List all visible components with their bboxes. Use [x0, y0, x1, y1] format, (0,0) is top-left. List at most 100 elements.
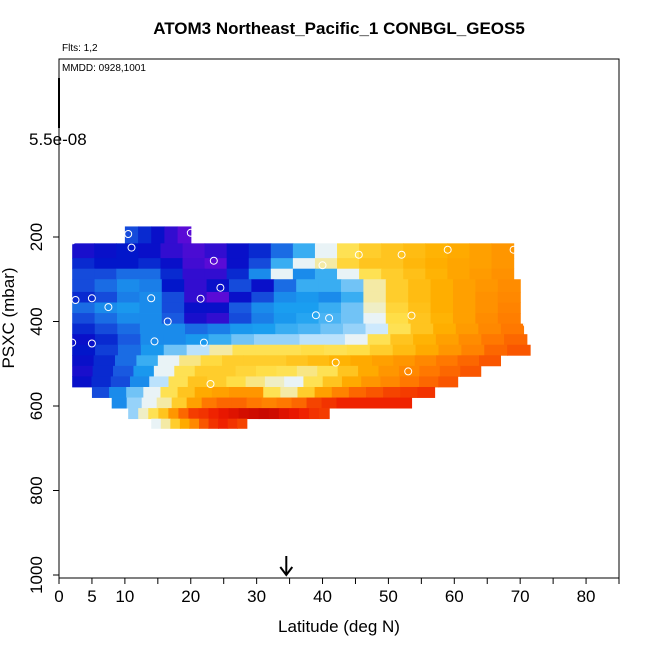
heatmap-cell [161, 302, 185, 314]
sample-point [163, 317, 172, 326]
sample-point [216, 283, 225, 292]
heatmap-cell [140, 344, 165, 356]
heatmap-cell [369, 344, 394, 356]
sample-point [325, 314, 334, 323]
heatmap-cell [475, 313, 499, 325]
heatmap-cell [141, 397, 158, 409]
x-tick-label: 60 [445, 587, 464, 606]
heatmap-cell [461, 344, 485, 356]
heatmap-cell [178, 408, 190, 420]
heatmap-cell [179, 418, 191, 429]
heatmap-cell [148, 408, 159, 420]
heatmap-cell [425, 243, 448, 259]
heatmap-cell [182, 243, 206, 259]
heatmap-cell [116, 279, 140, 293]
heatmap-cell [497, 302, 521, 314]
heatmap-cell [385, 291, 409, 303]
heatmap-cell [182, 258, 206, 270]
heatmap-cell [408, 302, 432, 314]
heatmap-cell [292, 243, 316, 259]
y-tick-label: 200 [27, 223, 46, 251]
heatmap-cell [160, 268, 184, 280]
heatmap-cell [182, 268, 206, 280]
heatmap-cell [301, 344, 325, 356]
heatmap-cell [206, 291, 230, 303]
x-tick-label: 80 [577, 587, 596, 606]
heatmap-cell [208, 334, 232, 346]
heatmap-cell [452, 313, 476, 325]
heatmap-cell [116, 258, 139, 270]
heatmap-cell [322, 376, 343, 388]
heatmap-cell [276, 365, 298, 377]
heatmap-cell [228, 302, 252, 314]
heatmap-cell [425, 268, 448, 280]
heatmap-cell [396, 397, 413, 409]
heatmap-cell [419, 365, 441, 377]
heatmap-cell [385, 279, 409, 293]
heatmap-cell [318, 302, 342, 314]
heatmap-cell [435, 334, 460, 346]
x-tick-label: 70 [511, 587, 530, 606]
heatmap-cell [497, 313, 521, 325]
heatmap-cell [208, 408, 220, 420]
heatmap-cell [497, 279, 521, 293]
heatmap-cell [270, 243, 294, 259]
heatmap-cell [296, 313, 320, 325]
heatmap-cell [273, 291, 297, 303]
heatmap-cell [138, 226, 152, 244]
heatmap-cell [209, 344, 234, 356]
heatmap-cell [264, 376, 285, 388]
heatmap-cell [403, 258, 426, 270]
heatmap-cell [186, 344, 211, 356]
sample-point [206, 380, 215, 388]
heatmap-cell [403, 243, 426, 259]
heatmap-cell [226, 376, 247, 388]
heatmap-cell [168, 376, 189, 388]
heatmap-cell [275, 323, 299, 335]
heatmap-cell [469, 258, 493, 270]
heatmap-cell [408, 313, 432, 325]
heatmap-cell [270, 268, 294, 280]
dates-annotation: MMDD: 0928,1001 [62, 63, 146, 74]
heatmap-cell [469, 243, 493, 259]
heatmap-cell [385, 302, 409, 314]
heatmap-cell [296, 365, 318, 377]
heatmap-cell [199, 418, 210, 429]
heatmap-cell [126, 386, 144, 398]
heatmap-cell [337, 258, 360, 270]
heatmap-cell [329, 355, 352, 367]
heatmap-cell [91, 376, 112, 388]
heatmap-cell [160, 258, 184, 270]
heatmap-cell [126, 397, 143, 409]
heatmap-cell [365, 323, 389, 335]
heatmap-cell [348, 386, 367, 398]
heatmap-cell [204, 268, 228, 280]
heatmap-cell [296, 279, 320, 293]
heatmap-cell [138, 258, 162, 270]
sample-point [331, 358, 340, 367]
heatmap-cell [351, 397, 368, 409]
sample-point [209, 256, 218, 265]
heatmap-cell [417, 386, 436, 398]
heatmap-cell [342, 323, 367, 335]
heatmap-cell [94, 258, 117, 270]
heatmap-cell [207, 376, 227, 388]
heatmap-cell [452, 291, 476, 303]
heatmap-cell [184, 302, 208, 314]
heatmap-cell [273, 313, 297, 325]
heatmap-cell [491, 243, 515, 259]
heatmap-cell [340, 279, 364, 293]
heatmap-cell [161, 313, 185, 325]
heatmap-cell [158, 408, 169, 420]
heatmap-cell [161, 279, 185, 293]
x-tick-label: 10 [115, 587, 134, 606]
heatmap-cell [264, 355, 287, 367]
heatmap-cell [235, 365, 257, 377]
sample-point [71, 296, 80, 304]
heatmap-cell [419, 376, 439, 388]
heatmap-cell [497, 291, 521, 303]
heatmap-cell [309, 408, 320, 420]
heatmap-cell [171, 397, 188, 409]
heatmap-cell [160, 243, 184, 259]
x-tick-label: 5 [87, 587, 96, 606]
